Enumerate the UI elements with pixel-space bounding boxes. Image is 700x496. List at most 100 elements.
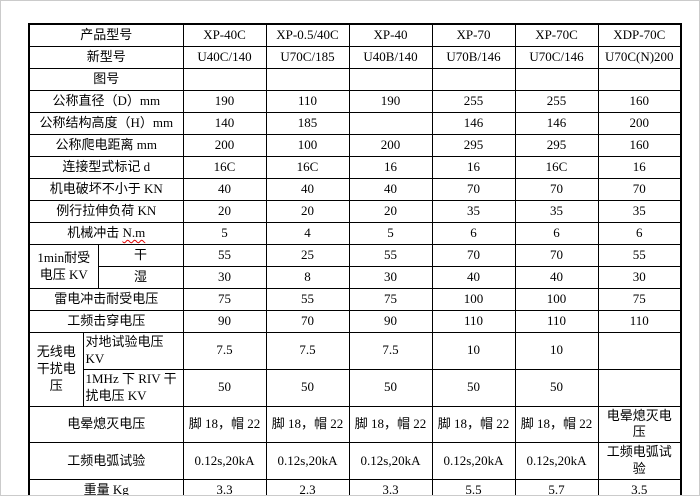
value-cell: 10 [431, 332, 516, 370]
value-cell: 40 [265, 178, 350, 201]
value-cell: 40 [514, 266, 599, 289]
value-cell: 0.12s,20kA [265, 442, 350, 481]
value-cell: 30 [182, 266, 267, 289]
value-cell: 110 [597, 310, 682, 333]
value-cell: 6 [514, 222, 599, 245]
value-cell [265, 68, 350, 91]
value-cell: 0.12s,20kA [182, 442, 267, 481]
table-row: 公称直径（D）mm 190 110 190 255 255 160 [28, 90, 682, 113]
value-cell: 55 [182, 244, 267, 267]
value-cell: 55 [348, 244, 433, 267]
value-cell: 5 [182, 222, 267, 245]
value-cell: 160 [597, 134, 682, 157]
table-row: 机械冲击 N.m 5 4 5 6 6 6 [28, 222, 682, 245]
table-row: 1min耐受电压 KV 干 55 25 55 70 70 55 [28, 244, 682, 289]
group-label-cell: 1min耐受电压 KV [28, 244, 99, 289]
row-label-cell: 对地试验电压 KV [82, 332, 184, 370]
value-cell: 90 [348, 310, 433, 333]
row-label-text: 机械冲击 [67, 225, 123, 241]
table-row: 产品型号 XP-40C XP-0.5/40C XP-40 XP-70 XP-70C XDP-… [28, 23, 682, 47]
value-cell: XP-0.5/40C [265, 23, 350, 47]
value-cell: 30 [597, 266, 682, 289]
value-cell: 200 [182, 134, 267, 157]
table-row: 工频击穿电压 90 70 90 110 110 110 [28, 310, 682, 333]
value-cell: 295 [431, 134, 516, 157]
value-cell: 50 [265, 368, 350, 407]
value-cell: 10 [514, 332, 599, 370]
value-cell [182, 68, 267, 91]
value-cell [431, 68, 516, 91]
value-cell: 16 [348, 156, 433, 179]
group-label-cell: 无线电干扰电压 [28, 332, 84, 407]
row-label-cell: 重量 Kg [28, 479, 184, 495]
value-cell: 75 [182, 288, 267, 311]
value-cell: 90 [182, 310, 267, 333]
value-cell: 5.7 [514, 479, 599, 495]
value-cell: U70C/146 [514, 46, 599, 69]
table-row: 例行拉伸负荷 KN 20 20 20 35 35 35 [28, 200, 682, 223]
value-cell: 脚 18，帽 22 [265, 405, 350, 444]
value-cell: 75 [348, 288, 433, 311]
value-cell: U70C(N)200 [597, 46, 682, 69]
value-cell: 20 [182, 200, 267, 223]
spellchecked-label-text: N.m [122, 225, 146, 241]
value-cell: 70 [431, 178, 516, 201]
value-cell [348, 112, 433, 135]
value-cell: 55 [265, 288, 350, 311]
value-cell: 146 [431, 112, 516, 135]
value-cell [514, 68, 599, 91]
value-cell: 185 [265, 112, 350, 135]
value-cell: 140 [182, 112, 267, 135]
value-cell: 7.5 [265, 332, 350, 370]
value-cell: XP-70C [514, 23, 599, 47]
table-row: 连接型式标记 d 16C 16C 16 16 16C 16 [28, 156, 682, 179]
value-cell: 110 [514, 310, 599, 333]
value-cell: 100 [431, 288, 516, 311]
value-cell: 8 [265, 266, 350, 289]
row-label-cell: 机械冲击 N.m [28, 222, 184, 245]
table-row: 湿 30 8 30 40 40 30 [29, 266, 682, 289]
value-cell: 16C [182, 156, 267, 179]
value-cell: 35 [514, 200, 599, 223]
value-cell: 30 [348, 266, 433, 289]
value-cell: 脚 18，帽 22 [348, 405, 433, 444]
table-row: 机电破坏不小于 KN 40 40 40 70 70 70 [28, 178, 682, 201]
value-cell: 2.3 [265, 479, 350, 495]
value-cell: U40B/140 [348, 46, 433, 69]
row-label-cell: 机电破坏不小于 KN [28, 178, 184, 201]
value-cell: 25 [265, 244, 350, 267]
row-label-cell: 公称爬电距离 mm [28, 134, 184, 157]
value-cell: 50 [431, 368, 516, 407]
value-cell: XDP-70C [597, 23, 682, 47]
row-label-cell: 公称直径（D）mm [28, 90, 184, 113]
value-cell: 40 [348, 178, 433, 201]
value-cell: 200 [597, 112, 682, 135]
row-label-cell: 产品型号 [28, 23, 184, 47]
value-cell: 3.5 [597, 479, 682, 495]
value-cell: 6 [431, 222, 516, 245]
value-cell: 50 [348, 368, 433, 407]
value-cell: 7.5 [348, 332, 433, 370]
table-row: 无线电干扰电压 对地试验电压 KV 7.5 7.5 7.5 10 10 [28, 332, 682, 407]
table-row: 工频电弧试验 0.12s,20kA 0.12s,20kA 0.12s,20kA 0.12… [28, 442, 682, 481]
value-cell: 70 [265, 310, 350, 333]
value-cell [597, 68, 682, 91]
value-cell: U70B/146 [431, 46, 516, 69]
value-cell: 255 [514, 90, 599, 113]
value-cell: 200 [348, 134, 433, 157]
table-row: 新型号 U40C/140 U70C/185 U40B/140 U70B/146 U70C/… [28, 46, 682, 69]
value-cell: 110 [265, 90, 350, 113]
value-cell: XP-70 [431, 23, 516, 47]
row-label-cell: 连接型式标记 d [28, 156, 184, 179]
value-cell: 4 [265, 222, 350, 245]
value-cell: 电晕熄灭电压 [597, 405, 682, 444]
value-cell: 70 [597, 178, 682, 201]
value-cell: 35 [431, 200, 516, 223]
table-row: 重量 Kg 3.3 2.3 3.3 5.5 5.7 3.5 [28, 479, 682, 495]
value-cell: 190 [182, 90, 267, 113]
value-cell: 75 [597, 288, 682, 311]
value-cell: 160 [597, 90, 682, 113]
value-cell: 脚 18，帽 22 [182, 405, 267, 444]
value-cell: 100 [265, 134, 350, 157]
